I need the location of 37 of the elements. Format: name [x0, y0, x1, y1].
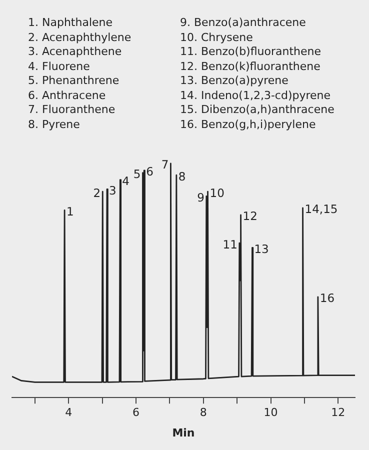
- x-tick-label: 6: [132, 406, 140, 420]
- x-tick-label: 12: [331, 406, 346, 420]
- text: 14. Indeno(1,2,3-cd)pyrene: [180, 88, 332, 103]
- text: 11. Benzo(b)fluoranthene: [180, 45, 322, 60]
- text: 16. Benzo(g,h,i)perylene: [180, 118, 317, 132]
- annotation: 16: [320, 291, 335, 306]
- annotation: 8: [178, 169, 186, 184]
- text: 13. Benzo(a)pyrene: [180, 74, 290, 88]
- annotation: 14,15: [304, 202, 338, 216]
- annotation: 12: [242, 209, 258, 224]
- text: 3. Acenaphthene: [28, 45, 123, 60]
- annotation: 2: [93, 186, 101, 200]
- annotation: 1: [66, 204, 74, 218]
- annotation: 3: [109, 183, 116, 198]
- x-axis-title: Min: [172, 426, 195, 440]
- text: 10. Chrysene: [180, 30, 254, 45]
- annotation: 9: [197, 190, 204, 204]
- annotation: 7: [161, 158, 169, 172]
- annotation: 13: [254, 242, 269, 256]
- text: 4. Fluorene: [28, 60, 91, 74]
- annotation: 6: [146, 164, 154, 179]
- x-tick-label: 10: [264, 406, 278, 420]
- text: 7. Fluoranthene: [28, 103, 116, 118]
- x-tick-label: 8: [200, 406, 207, 420]
- annotation: 10: [210, 186, 224, 200]
- x-tick-label: 4: [65, 406, 72, 420]
- text: 1. Naphthalene: [28, 16, 114, 30]
- text: 9. Benzo(a)anthracene: [180, 16, 307, 30]
- annotation: 5: [133, 167, 141, 182]
- text: 15. Dibenzo(a,h)anthracene: [180, 103, 336, 118]
- text: 5. Phenanthrene: [28, 74, 120, 88]
- text: 12. Benzo(k)fluoranthene: [180, 60, 322, 74]
- text: 2. Acenaphthylene: [28, 30, 132, 45]
- text: 6. Anthracene: [28, 88, 107, 103]
- text: 8. Pyrene: [28, 118, 81, 132]
- annotation: 4: [122, 174, 130, 188]
- annotation: 11: [222, 237, 238, 252]
